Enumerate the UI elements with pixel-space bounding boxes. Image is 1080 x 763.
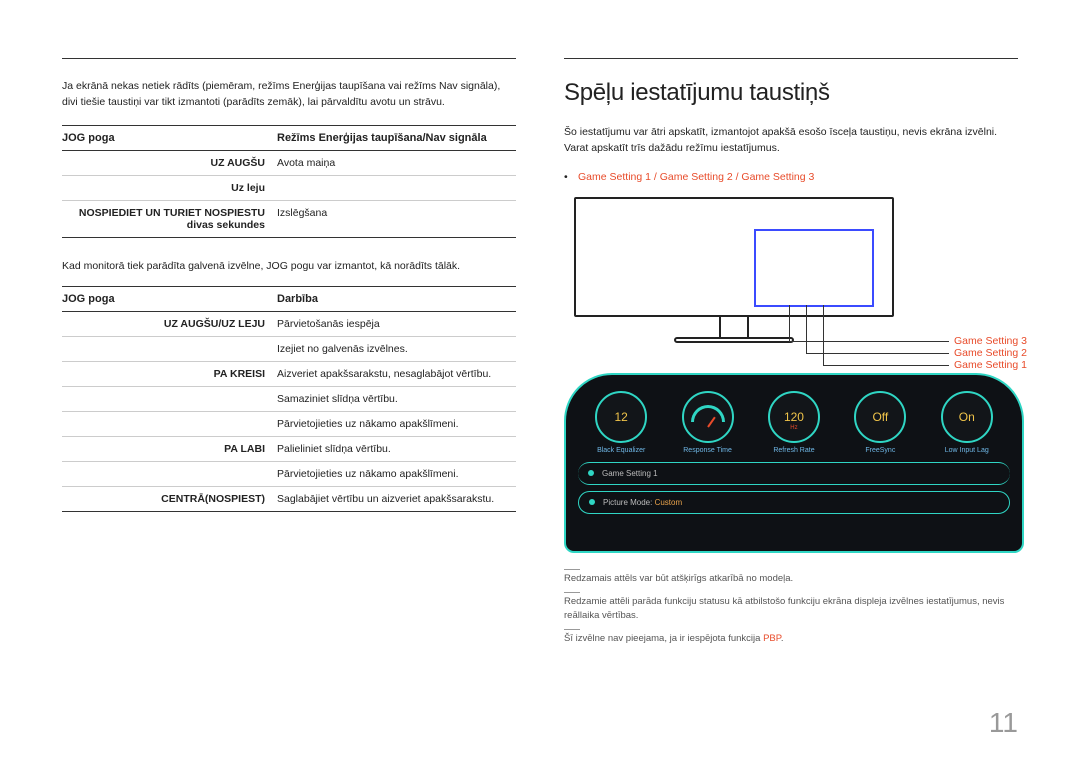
cell-val: Pārvietošanās iespēja	[277, 318, 516, 330]
cell-jog: PA LABI	[62, 443, 277, 455]
band-label: Picture Mode: Custom	[603, 498, 682, 507]
picture-mode-prefix: Picture Mode:	[603, 498, 655, 507]
dot-icon	[589, 499, 595, 505]
dial-value: Off	[854, 391, 906, 443]
cell-val: Izslēgšana	[277, 207, 516, 219]
table-2: JOG poga Darbība UZ AUGŠU/UZ LEJUPārviet…	[62, 286, 516, 512]
cell-val: Saglabājiet vērtību un aizveriet apakšsa…	[277, 493, 516, 505]
leader-line	[789, 341, 949, 342]
cell-jog: UZ AUGŠU	[62, 157, 277, 169]
table-row: UZ AUGŠUAvota maiņa	[62, 151, 516, 176]
label-gs3: Game Setting 3	[954, 335, 1027, 347]
osd-band-2: Picture Mode: Custom	[578, 491, 1010, 514]
table-row: PA LABIPalieliniet slīdņa vērtību.	[62, 437, 516, 462]
intro-text: Šo iestatījumu var ātri apskatīt, izmant…	[564, 125, 1018, 157]
table-row: UZ AUGŠU/UZ LEJUPārvietošanās iespēja	[62, 312, 516, 337]
label-gs2: Game Setting 2	[954, 347, 1027, 359]
dash	[564, 629, 580, 630]
table-header: JOG poga Darbība	[62, 287, 516, 312]
cell-jog: PA KREISI	[62, 368, 277, 380]
intro-text: Ja ekrānā nekas netiek rādīts (piemēram,…	[62, 79, 516, 111]
section-title: Spēļu iestatījumu taustiņš	[564, 79, 1018, 107]
th-jog: JOG poga	[62, 132, 277, 144]
footnotes: Redzamais attēls var būt atšķirīgs atkar…	[564, 569, 1018, 647]
leader-line	[789, 305, 790, 341]
settings-list: Game Setting 1 / Game Setting 2 / Game S…	[578, 171, 814, 183]
table-row: Uz leju	[62, 176, 516, 201]
picture-mode-value: Custom	[655, 498, 683, 507]
right-column: Spēļu iestatījumu taustiņš Šo iestatījum…	[564, 58, 1018, 649]
cell-val: Pārvietojieties uz nākamo apakšlīmeni.	[277, 468, 516, 480]
button-region	[754, 229, 874, 307]
cell-val: Samaziniet slīdņa vērtību.	[277, 393, 516, 405]
dash	[564, 569, 580, 570]
monitor-diagram: Game Setting 3 Game Setting 2 Game Setti…	[564, 197, 1018, 367]
note: Redzamie attēli parāda funkciju statusu …	[564, 595, 1018, 624]
label-gs1: Game Setting 1	[954, 359, 1027, 371]
dial-label: Black Equalizer	[591, 447, 651, 454]
bullet-settings: Game Setting 1 / Game Setting 2 / Game S…	[564, 171, 1018, 183]
cell-jog: UZ AUGŠU/UZ LEJU	[62, 318, 277, 330]
leader-line	[823, 305, 824, 365]
leader-line	[806, 353, 949, 354]
divider	[62, 58, 516, 59]
dash	[564, 592, 580, 593]
table-row: Samaziniet slīdņa vērtību.	[62, 387, 516, 412]
table-1: JOG poga Režīms Enerģijas taupīšana/Nav …	[62, 125, 516, 238]
th-jog: JOG poga	[62, 293, 277, 305]
th-action: Darbība	[277, 293, 516, 305]
cell-val: Aizveriet apakšsarakstu, nesaglabājot vē…	[277, 368, 516, 380]
cell-val: Avota maiņa	[277, 157, 516, 169]
dial: Response Time	[678, 391, 738, 454]
dial: On Low Input Lag	[937, 391, 997, 454]
cell-jog: Uz leju	[62, 182, 277, 194]
stand-base	[674, 337, 794, 343]
table-row: Pārvietojieties uz nākamo apakšlīmeni.	[62, 412, 516, 437]
table-header: JOG poga Režīms Enerģijas taupīšana/Nav …	[62, 126, 516, 151]
osd-panel: 12 Black Equalizer Response Time 120Hz Refre…	[564, 373, 1024, 553]
dial-value: 12	[595, 391, 647, 443]
dial-label: FreeSync	[850, 447, 910, 454]
leader-line	[823, 365, 949, 366]
gauge-icon	[682, 391, 734, 443]
table-row: Pārvietojieties uz nākamo apakšlīmeni.	[62, 462, 516, 487]
dial-value: 120Hz	[768, 391, 820, 443]
page-number: 11	[989, 707, 1018, 739]
dial: 120Hz Refresh Rate	[764, 391, 824, 454]
osd-band-1: Game Setting 1	[578, 462, 1010, 485]
dial-label: Refresh Rate	[764, 447, 824, 454]
mid-text: Kad monitorā tiek parādīta galvenā izvēl…	[62, 260, 516, 272]
dial-label: Response Time	[678, 447, 738, 454]
dial-sub: Hz	[790, 425, 797, 431]
dial-value: On	[941, 391, 993, 443]
cell-val: Palieliniet slīdņa vērtību.	[277, 443, 516, 455]
monitor-outline	[574, 197, 894, 317]
band-label: Game Setting 1	[602, 469, 658, 478]
dial-label: Low Input Lag	[937, 447, 997, 454]
table-row: Izejiet no galvenās izvēlnes.	[62, 337, 516, 362]
left-column: Ja ekrānā nekas netiek rādīts (piemēram,…	[62, 58, 516, 649]
table-row: NOSPIEDIET UN TURIET NOSPIESTU divas sek…	[62, 201, 516, 238]
note-text: Šī izvēlne nav pieejama, ja ir iespējota…	[564, 633, 763, 644]
divider	[564, 58, 1018, 59]
note: Redzamais attēls var būt atšķirīgs atkar…	[564, 572, 1018, 586]
cell-jog: CENTRĀ(NOSPIEST)	[62, 493, 277, 505]
note: Šī izvēlne nav pieejama, ja ir iespējota…	[564, 632, 1018, 646]
cell-val: Izejiet no galvenās izvēlnes.	[277, 343, 516, 355]
table-row: PA KREISIAizveriet apakšsarakstu, nesagl…	[62, 362, 516, 387]
stand-neck	[719, 317, 749, 339]
th-mode: Režīms Enerģijas taupīšana/Nav signāla	[277, 132, 516, 144]
pbp-ref: PBP	[763, 633, 781, 644]
cell-val: Pārvietojieties uz nākamo apakšlīmeni.	[277, 418, 516, 430]
table-row: CENTRĀ(NOSPIEST)Saglabājiet vērtību un a…	[62, 487, 516, 512]
dial: Off FreeSync	[850, 391, 910, 454]
dot-icon	[588, 470, 594, 476]
dial: 12 Black Equalizer	[591, 391, 651, 454]
leader-line	[806, 305, 807, 353]
cell-jog: NOSPIEDIET UN TURIET NOSPIESTU divas sek…	[62, 207, 277, 231]
dial-row: 12 Black Equalizer Response Time 120Hz Refre…	[566, 385, 1022, 454]
